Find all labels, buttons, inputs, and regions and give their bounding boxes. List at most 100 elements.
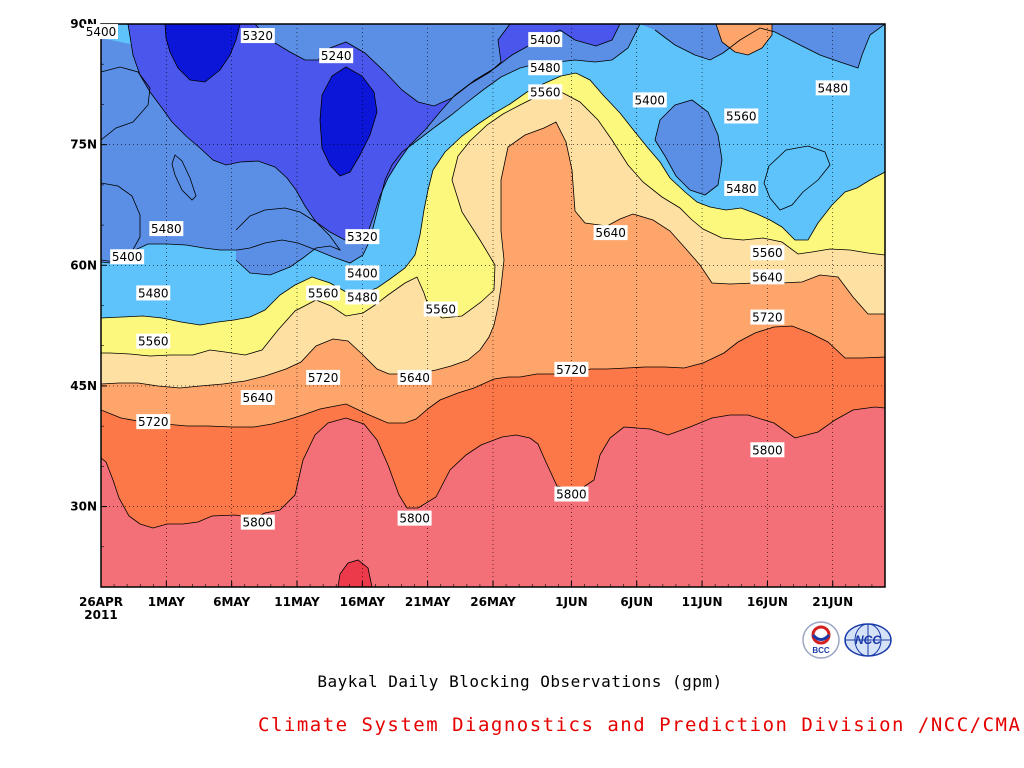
region-5480-5560-east-patch [764, 146, 830, 210]
y-tick-label: 45N [70, 379, 97, 393]
contour-label-text: 5800 [556, 488, 587, 502]
contour-line-5720 [101, 325, 885, 428]
contour-label: 5800 [397, 510, 432, 526]
region-above-5880 [338, 560, 372, 587]
contour-label: 5480 [136, 285, 171, 301]
contour-label: 5400 [528, 32, 563, 48]
contour-label-text: 5400 [530, 33, 561, 47]
contour-label-text: 5560 [425, 303, 456, 317]
contour-label: 5560 [724, 108, 759, 124]
contour-label-text: 5320 [243, 29, 274, 43]
contour-label-bg [240, 514, 275, 530]
contour-label-text: 5400 [112, 250, 143, 264]
contour-line-5240-loop [319, 66, 378, 177]
contour-label-bg [423, 301, 458, 317]
contour-line-5240-north [164, 24, 241, 83]
contour-label: 5320 [240, 28, 275, 44]
contour-label-text: 5640 [399, 371, 430, 385]
contour-label: 5560 [528, 84, 563, 100]
contour-line-5800 [101, 406, 885, 529]
contour-label-text: 5480 [530, 61, 561, 75]
contour-label: 5640 [397, 369, 432, 385]
contour-label-text: 5480 [138, 286, 169, 300]
contour-line-5880 [337, 559, 373, 587]
contour-label: 5400 [110, 249, 145, 265]
contour-label-bg [136, 285, 171, 301]
contour-label-text: 5720 [752, 311, 783, 325]
contour-label: 5400 [345, 265, 380, 281]
contour-label-text: 5320 [347, 230, 378, 244]
x-tick-label: 11MAY [274, 595, 320, 609]
x-axis-year-label: 2011 [84, 608, 117, 622]
region-5240-5320 [128, 24, 620, 240]
contour-label-bg [632, 92, 667, 108]
contour-line-5240 [254, 24, 511, 107]
contour-label-bg [240, 28, 275, 44]
contour-line-5480-loop [101, 66, 151, 141]
contour-label-bg [724, 108, 759, 124]
contour-label-text: 5400 [635, 93, 666, 107]
contour-label-bg [750, 442, 785, 458]
y-tick-label: 30N [70, 500, 97, 514]
contour-label-bg [750, 309, 785, 325]
y-tick-label: 75N [70, 138, 97, 152]
x-tick-label: 21MAY [405, 595, 451, 609]
contour-label: 5640 [593, 225, 628, 241]
y-tick-label: 60N [70, 258, 97, 272]
contour-label-text: 5800 [752, 443, 783, 457]
contour-label-text: 5640 [752, 270, 783, 284]
contour-label: 5800 [554, 486, 589, 502]
contour-line-5400-east [654, 24, 885, 69]
contour-label-bg [345, 289, 380, 305]
contour-label: 5480 [345, 289, 380, 305]
contour-line-5560 [101, 88, 885, 357]
ncc-logo-icon: NCC [843, 620, 893, 665]
contour-label: 5800 [750, 442, 785, 458]
contour-label-bg [397, 369, 432, 385]
contour-label: 5560 [750, 245, 785, 261]
contour-label-bg [397, 510, 432, 526]
contour-line-5480-east [763, 145, 831, 211]
contour-label-bg [136, 333, 171, 349]
x-tick-label: 11JUN [682, 595, 723, 609]
contour-line-5400-loop [654, 99, 723, 196]
contour-label: 5480 [724, 180, 759, 196]
x-tick-label: 16MAY [340, 595, 386, 609]
contour-label: 5720 [554, 361, 589, 377]
contour-line-5480-sliver [171, 154, 197, 201]
contour-label-text: 5800 [243, 516, 274, 530]
contour-label-text: 5640 [595, 226, 626, 240]
x-tick-label: 6JUN [620, 595, 653, 609]
contour-label-text: 5480 [151, 222, 182, 236]
contour-label-text: 5400 [86, 25, 117, 39]
contour-labels: 5400 5320 5240 5400 5480 5560 5400 5480 5560 5480… [84, 24, 850, 530]
contour-label-bg [345, 265, 380, 281]
contour-label-bg [528, 32, 563, 48]
contour-label-text: 5560 [138, 335, 169, 349]
contour-label: 5720 [136, 414, 171, 430]
contour-line-5640 [101, 121, 885, 389]
contour-label: 5560 [136, 333, 171, 349]
contour-label-text: 5400 [347, 266, 378, 280]
contour-label-bg [554, 361, 589, 377]
contour-label-bg [528, 60, 563, 76]
contour-label-bg [593, 225, 628, 241]
contour-label: 5240 [319, 48, 354, 64]
contour-label-text: 5480 [726, 182, 757, 196]
contour-line-5640-east [715, 24, 773, 56]
region-below-5240 [165, 24, 377, 176]
contour-label-bg [724, 180, 759, 196]
contour-label-text: 5240 [321, 49, 352, 63]
contour-label-text: 5560 [308, 286, 339, 300]
contour-label-text: 5800 [399, 512, 430, 526]
contour-label: 5800 [240, 514, 275, 530]
contour-label: 5560 [423, 301, 458, 317]
contour-label-text: 5720 [556, 363, 587, 377]
contour-label: 5720 [750, 309, 785, 325]
contour-label-text: 5720 [138, 415, 169, 429]
contour-label: 5480 [815, 80, 850, 96]
contour-label-bg [306, 369, 341, 385]
contour-label-text: 5560 [530, 85, 561, 99]
